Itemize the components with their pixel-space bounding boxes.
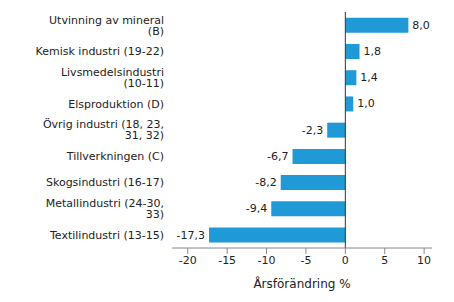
svg-text:Skogsindustri (16-17): Skogsindustri (16-17) [46, 176, 164, 189]
svg-text:-8,2: -8,2 [255, 176, 276, 189]
svg-text:Textilindustri (13-15): Textilindustri (13-15) [49, 229, 164, 242]
svg-text:Utvinning av mineral(B): Utvinning av mineral(B) [49, 14, 164, 38]
svg-text:Elsproduktion (D): Elsproduktion (D) [68, 98, 164, 111]
svg-text:-15: -15 [218, 254, 236, 267]
svg-text:1,8: 1,8 [364, 45, 382, 58]
svg-text:Metallindustri (24-30,33): Metallindustri (24-30,33) [46, 197, 164, 221]
svg-text:10: 10 [417, 254, 431, 267]
svg-text:-5: -5 [300, 254, 311, 267]
svg-text:Livsmedelsindustri(10-11): Livsmedelsindustri(10-11) [61, 66, 164, 90]
svg-text:Kemisk industri (19-22): Kemisk industri (19-22) [36, 45, 164, 58]
svg-text:-6,7: -6,7 [267, 150, 288, 163]
svg-text:Tillverkningen (C): Tillverkningen (C) [66, 150, 164, 163]
svg-text:0: 0 [342, 254, 349, 267]
svg-text:1,4: 1,4 [360, 71, 378, 84]
svg-text:5: 5 [381, 254, 388, 267]
svg-text:-17,3: -17,3 [177, 229, 205, 242]
svg-text:-10: -10 [258, 254, 276, 267]
svg-text:-9,4: -9,4 [246, 202, 267, 215]
svg-text:-20: -20 [179, 254, 197, 267]
svg-text:-2,3: -2,3 [302, 124, 323, 137]
svg-text:8,0: 8,0 [412, 19, 430, 32]
svg-text:Övrig industri (18, 23,31, 32): Övrig industri (18, 23,31, 32) [43, 118, 164, 142]
svg-text:Årsförändring %: Årsförändring % [253, 276, 350, 291]
svg-text:1,0: 1,0 [357, 97, 375, 110]
